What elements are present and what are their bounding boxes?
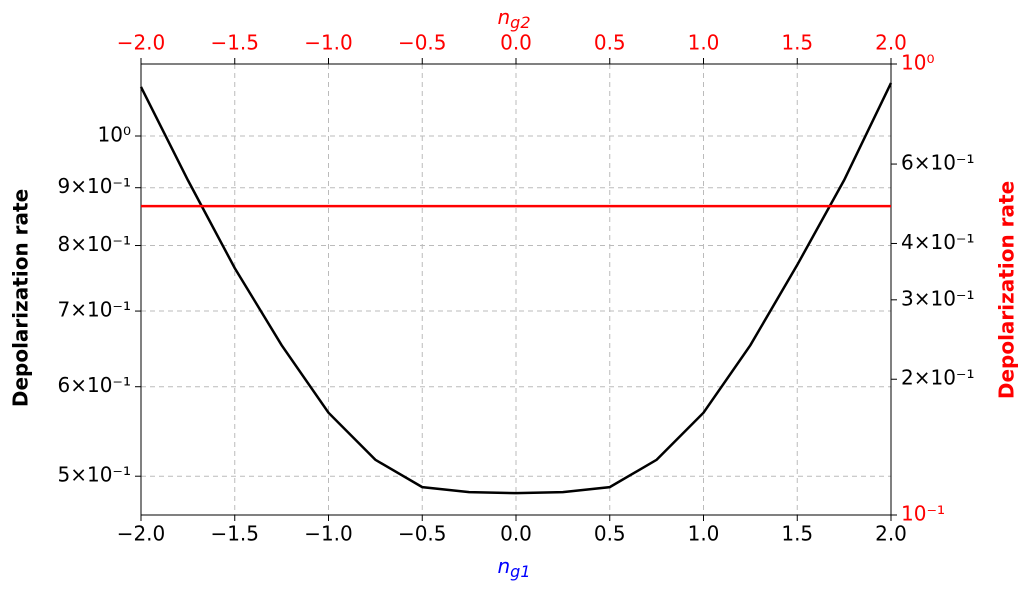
x2-label-sub: g2: [510, 13, 530, 32]
x-tick-label: 0.0: [500, 522, 532, 546]
y-tick-label: 5×10⁻¹: [57, 463, 131, 487]
y2-tick-label: 2×10⁻¹: [901, 366, 975, 390]
x2-tick-label: −2.0: [117, 31, 166, 55]
plot-frame: [140, 63, 892, 516]
y2-tick-label: 4×10⁻¹: [901, 230, 975, 254]
y-tick-label: 8×10⁻¹: [57, 232, 131, 256]
y2-tick-label: 10⁻¹: [901, 502, 945, 526]
x2-tick-label: −0.5: [398, 31, 447, 55]
x-tick-label: −1.0: [304, 522, 353, 546]
y2-tick-label: 3×10⁻¹: [901, 286, 975, 310]
y2-tick-label: 6×10⁻¹: [901, 151, 975, 175]
x2-tick-label: 1.5: [781, 31, 813, 55]
y-tick-label: 9×10⁻¹: [57, 174, 131, 198]
x2-tick-label: 0.5: [594, 31, 626, 55]
x-tick-label: 1.0: [688, 522, 720, 546]
x-tick-label: 1.5: [781, 522, 813, 546]
y-tick-label: 6×10⁻¹: [57, 373, 131, 397]
x2-axis-label: ng2: [497, 5, 530, 32]
x2-tick-label: 1.0: [688, 31, 720, 55]
x-tick-label: 2.0: [875, 522, 907, 546]
y-tick-label: 7×10⁻¹: [57, 298, 131, 322]
x-axis-label: ng1: [497, 554, 530, 581]
x2-tick-label: 0.0: [500, 31, 532, 55]
x2-tick-label: −1.0: [304, 31, 353, 55]
x-tick-label: 0.5: [594, 522, 626, 546]
x-label-sub: g1: [510, 562, 530, 581]
x-tick-label: −1.5: [210, 522, 259, 546]
y-axis-label: Depolarization rate: [9, 189, 33, 407]
x-label-main: n: [497, 554, 510, 578]
series-line: [139, 82, 893, 495]
y-tick-label: 10⁰: [98, 122, 131, 146]
y2-tick-label: 10⁰: [901, 51, 934, 75]
x2-tick-label: −1.5: [210, 31, 259, 55]
y2-axis-label: Depolarization rate: [995, 181, 1019, 399]
x2-tick-label: 2.0: [875, 31, 907, 55]
x2-label-main: n: [497, 5, 510, 29]
x-tick-label: −0.5: [398, 522, 447, 546]
x-tick-label: −2.0: [117, 522, 166, 546]
